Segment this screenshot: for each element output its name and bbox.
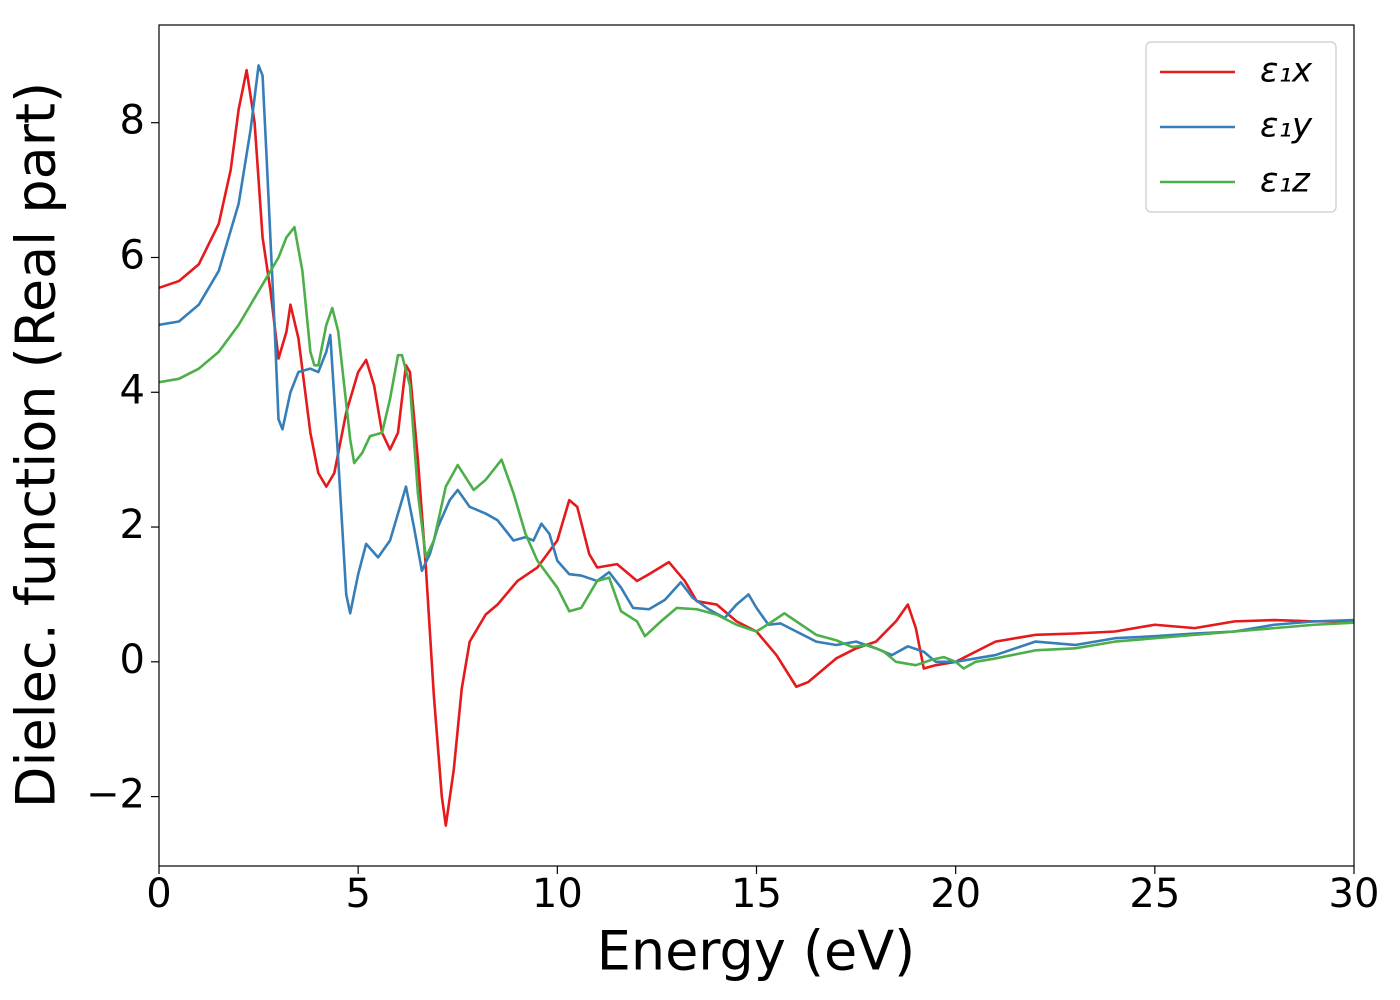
data-line (159, 68, 1354, 827)
x-tick-label: 0 (146, 871, 171, 917)
data-line (159, 64, 1354, 664)
x-tick-label: 20 (930, 871, 981, 917)
y-tick-label: −2 (86, 772, 145, 818)
x-tick-label: 30 (1329, 871, 1380, 917)
legend-label: ε₁z (1260, 161, 1311, 201)
x-tick-label: 25 (1129, 871, 1180, 917)
legend-label: ε₁y (1260, 106, 1313, 146)
x-tick-label: 5 (345, 871, 370, 917)
y-tick-label: 6 (120, 232, 145, 278)
data-line (159, 225, 1354, 670)
x-axis-label: Energy (eV) (597, 920, 916, 983)
y-tick-label: 8 (120, 98, 145, 144)
y-tick-label: 0 (120, 637, 145, 683)
y-tick-label: 4 (120, 367, 145, 413)
y-tick-label: 2 (120, 502, 145, 548)
y-axis-label: Dielec. function (Real part) (5, 82, 68, 808)
plot-frame (158, 24, 1355, 867)
x-tick-label: 15 (731, 871, 782, 917)
legend-box (1145, 41, 1337, 213)
x-tick-label: 10 (532, 871, 583, 917)
legend-label: ε₁x (1260, 51, 1313, 91)
